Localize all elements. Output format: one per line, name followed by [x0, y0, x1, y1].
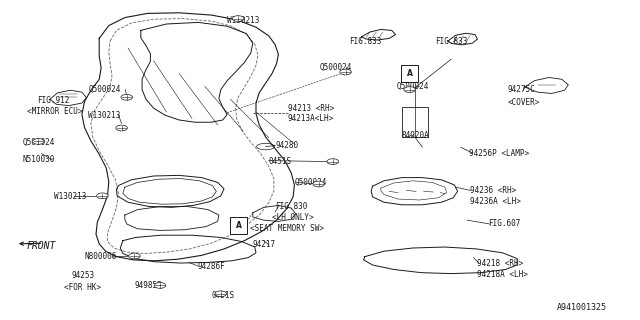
Text: Q500024: Q500024	[294, 178, 327, 187]
Circle shape	[404, 87, 415, 92]
Text: 84920A: 84920A	[402, 132, 429, 140]
Text: <MIRROR ECU>: <MIRROR ECU>	[27, 108, 83, 116]
Text: 0451S: 0451S	[269, 157, 292, 166]
Text: W130213: W130213	[88, 111, 121, 120]
Text: 94213 <RH>: 94213 <RH>	[288, 104, 334, 113]
Circle shape	[154, 283, 166, 288]
Ellipse shape	[257, 143, 275, 150]
Text: 94213A<LH>: 94213A<LH>	[288, 114, 334, 123]
Text: FRONT: FRONT	[27, 241, 56, 252]
Text: <LH ONLY>: <LH ONLY>	[272, 213, 314, 222]
Text: 94985B: 94985B	[134, 281, 162, 290]
Text: Q500024: Q500024	[397, 82, 429, 91]
Text: 94280: 94280	[275, 141, 298, 150]
Text: 0451S: 0451S	[211, 292, 234, 300]
Text: Q500024: Q500024	[320, 63, 353, 72]
Circle shape	[121, 94, 132, 100]
Text: FIG.833: FIG.833	[435, 37, 468, 46]
FancyBboxPatch shape	[401, 65, 418, 82]
Text: A941001325: A941001325	[557, 303, 607, 312]
Text: 94218 <RH>: 94218 <RH>	[477, 259, 523, 268]
Text: Q500024: Q500024	[88, 85, 121, 94]
Text: A: A	[236, 221, 242, 230]
Text: 94236A <LH>: 94236A <LH>	[470, 197, 521, 206]
Text: 94236 <RH>: 94236 <RH>	[470, 186, 516, 195]
Bar	[402, 107, 428, 137]
Text: 94253: 94253	[72, 271, 95, 280]
Circle shape	[327, 159, 339, 164]
Circle shape	[232, 16, 244, 21]
Text: <SEAT MEMORY SW>: <SEAT MEMORY SW>	[250, 224, 324, 233]
Text: FIG.833: FIG.833	[349, 37, 381, 46]
Circle shape	[215, 291, 227, 297]
Text: N510030: N510030	[22, 156, 55, 164]
Text: 94256P <LAMP>: 94256P <LAMP>	[469, 149, 529, 158]
Text: FIG.830: FIG.830	[275, 202, 308, 211]
Text: W130213: W130213	[227, 16, 260, 25]
Text: <COVER>: <COVER>	[508, 98, 540, 107]
Circle shape	[97, 193, 108, 199]
Text: 94217: 94217	[253, 240, 276, 249]
Text: 94218A <LH>: 94218A <LH>	[477, 270, 527, 279]
Circle shape	[116, 125, 127, 131]
Text: 94286F: 94286F	[197, 262, 225, 271]
FancyBboxPatch shape	[230, 217, 247, 234]
Text: FIG.912: FIG.912	[37, 96, 70, 105]
Text: FIG.607: FIG.607	[488, 220, 520, 228]
Text: A: A	[406, 69, 413, 78]
Circle shape	[33, 139, 44, 144]
Text: W130213: W130213	[54, 192, 87, 201]
Circle shape	[129, 253, 140, 259]
Text: N800006: N800006	[84, 252, 117, 261]
Text: 94275C: 94275C	[508, 85, 535, 94]
Circle shape	[313, 181, 324, 187]
Text: Q500024: Q500024	[22, 138, 55, 147]
Text: <FOR HK>: <FOR HK>	[64, 284, 101, 292]
Circle shape	[340, 69, 351, 75]
